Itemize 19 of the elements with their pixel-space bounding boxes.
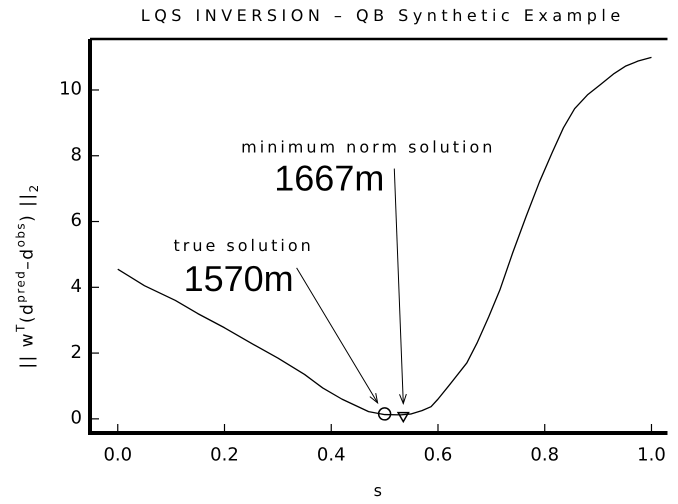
x-tick-label: 1.0 [637,444,666,466]
y-tick-label: 0 [70,408,82,429]
annotation: 1667m [274,157,384,198]
annotation: minimum norm solution [241,138,496,157]
x-tick-label: 0.2 [210,444,239,466]
x-tick-label: 0.0 [103,444,132,466]
y-tick-label: 2 [70,342,82,363]
x-axis-title: s [374,481,384,500]
x-tick-label: 0.6 [424,444,452,466]
annotation: true solution [173,236,314,256]
y-tick-label: 8 [70,144,82,166]
y-tick-label: 10 [59,78,82,100]
x-tick-label: 0.8 [530,444,560,466]
annotation: 1570m [184,258,294,299]
chart-title: LQS INVERSION – QB Synthetic Example [140,6,625,26]
y-axis-title: || wT(dpred–dobs) ||2 [13,183,41,369]
y-tick-label: 6 [70,210,82,232]
y-tick-label: 4 [70,276,82,297]
x-tick-label: 0.4 [316,444,346,466]
